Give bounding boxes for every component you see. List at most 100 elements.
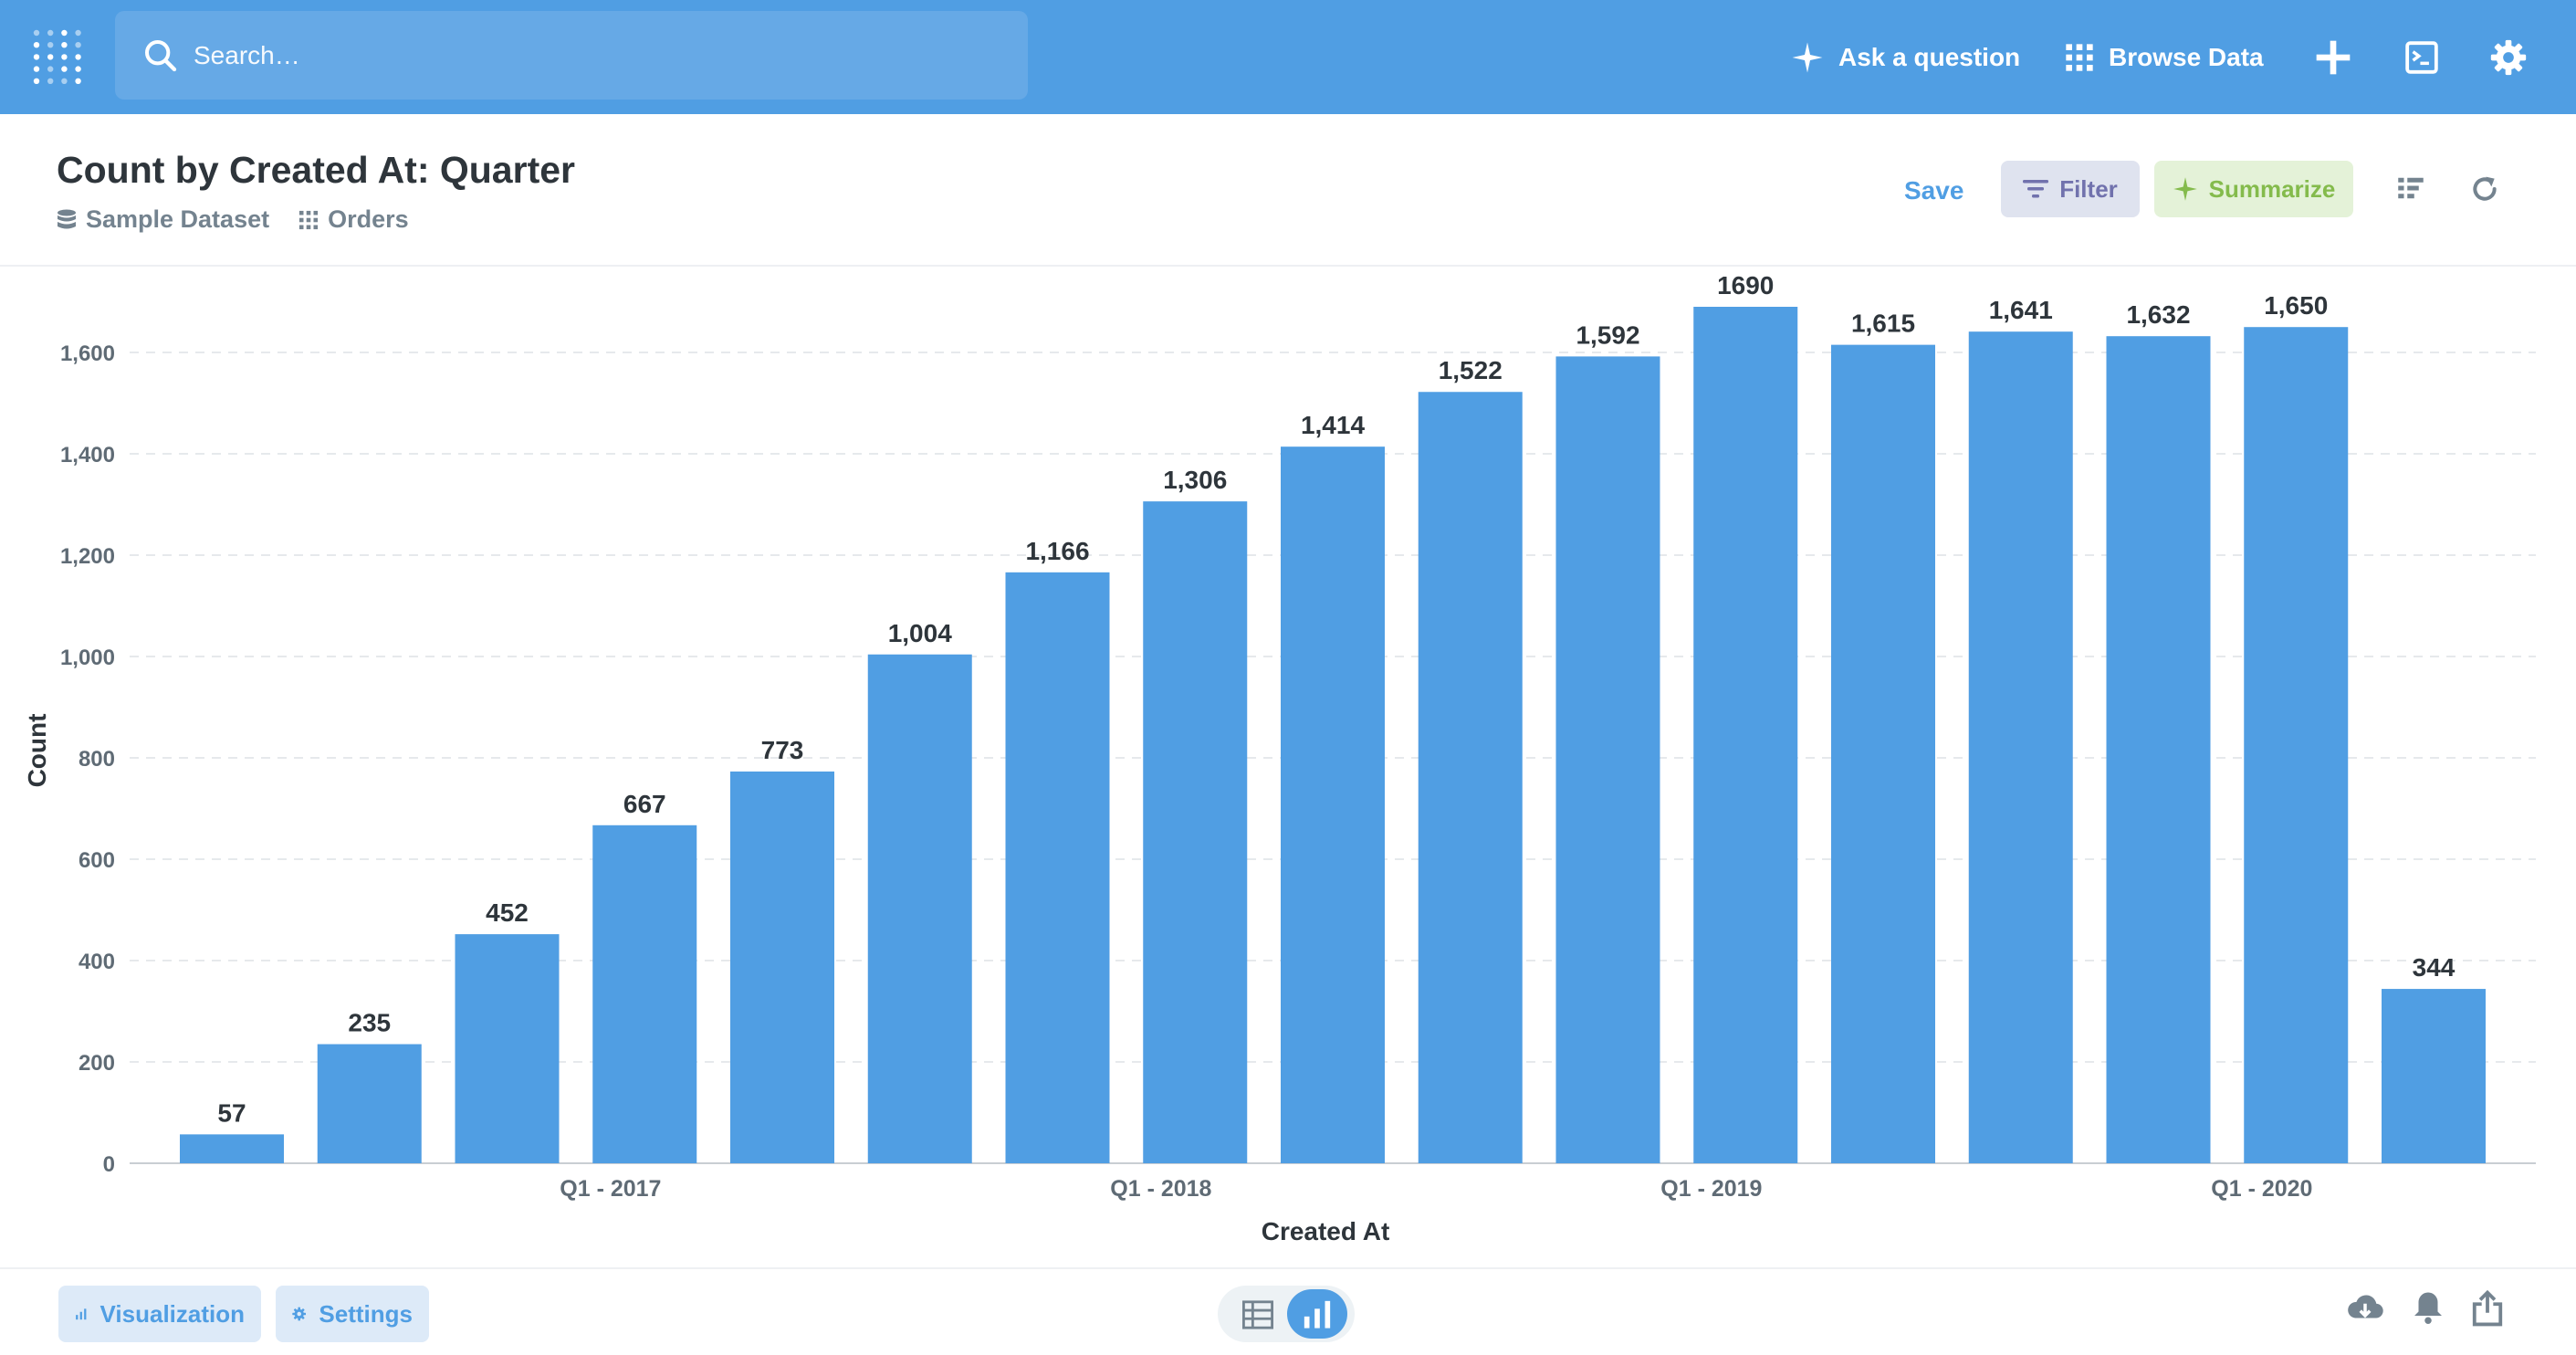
y-tick-label: 200: [79, 1051, 115, 1076]
bar: [1968, 331, 2073, 1164]
terminal-icon: [2405, 40, 2438, 74]
metabase-logo-icon[interactable]: [31, 27, 84, 86]
bar: [730, 771, 834, 1163]
y-tick-label: 1,200: [60, 544, 115, 569]
bar: [180, 1134, 284, 1163]
y-tick-label: 800: [79, 747, 115, 772]
y-tick-label: 1,400: [60, 443, 115, 467]
data-label: 1,522: [1439, 356, 1503, 384]
breadcrumb-table-label: Orders: [328, 205, 409, 233]
y-tick-label: 1,600: [60, 341, 115, 366]
browse-data-button[interactable]: Browse Data: [2065, 0, 2264, 114]
data-label: 1,650: [2264, 291, 2328, 320]
save-button[interactable]: Save: [1904, 176, 1964, 205]
browse-data-label: Browse Data: [2109, 42, 2264, 71]
ask-question-label: Ask a question: [1838, 42, 2021, 71]
refresh-icon[interactable]: [2470, 174, 2499, 204]
search-bar[interactable]: Search…: [115, 11, 1028, 100]
bar: [2244, 327, 2349, 1163]
visualization-button[interactable]: Visualization: [58, 1286, 261, 1342]
x-tick-label: Q1 - 2019: [1660, 1176, 1762, 1202]
chart-canvas: 0 200 400 600 800 1,000 1,200 1,400 1,600 57 235 45…: [23, 271, 2536, 1245]
breadcrumb-table[interactable]: Orders: [298, 205, 409, 234]
bar: [592, 825, 697, 1163]
notebook-editor-icon[interactable]: [2397, 174, 2424, 202]
summarize-button[interactable]: Summarize: [2154, 161, 2353, 217]
page-title[interactable]: Count by Created At: Quarter: [57, 149, 575, 191]
summarize-label: Summarize: [2208, 174, 2336, 203]
table-view-toggle[interactable]: [1238, 1295, 1278, 1335]
bar-chart-icon: [76, 1308, 87, 1320]
bar: [2382, 989, 2486, 1163]
data-label: 57: [217, 1098, 246, 1127]
breadcrumb-database-label: Sample Dataset: [86, 205, 270, 233]
footer-bar: Visualization Settings: [0, 1267, 2576, 1355]
filter-label: Filter: [2059, 174, 2118, 203]
data-label: 1,414: [1301, 411, 1365, 439]
breadcrumb-database[interactable]: Sample Dataset: [57, 205, 269, 234]
data-label: 667: [623, 790, 666, 818]
data-label: 1,004: [888, 619, 952, 647]
x-tick-label: Q1 - 2018: [1110, 1176, 1211, 1202]
database-icon: [58, 209, 76, 228]
x-tick-label: Q1 - 2017: [560, 1176, 661, 1202]
sparkle-icon: [1792, 42, 1823, 72]
y-tick-label: 600: [79, 848, 115, 873]
data-label: 1690: [1717, 271, 1774, 299]
x-tick-label: Q1 - 2020: [2211, 1176, 2312, 1202]
bar: [1693, 307, 1798, 1163]
bar: [867, 654, 972, 1163]
question-header: Count by Created At: Quarter Sample Data…: [0, 114, 2576, 267]
bar: [1555, 356, 1660, 1163]
sql-editor-button[interactable]: [2404, 0, 2454, 114]
bar: [2106, 336, 2211, 1163]
bar: [455, 934, 560, 1163]
sparkle-icon: [2173, 177, 2197, 201]
data-label: 1,592: [1576, 320, 1639, 349]
download-icon[interactable]: [2346, 1289, 2384, 1328]
gear-icon: [2490, 39, 2527, 75]
settings-label: Settings: [319, 1299, 413, 1328]
search-icon: [145, 39, 177, 71]
share-icon[interactable]: [2470, 1289, 2505, 1328]
settings-button[interactable]: [2490, 0, 2541, 114]
y-tick-label: 1,000: [60, 646, 115, 670]
data-label: 1,632: [2126, 300, 2190, 329]
bar: [1418, 392, 1523, 1163]
data-label: 1,641: [1989, 296, 2053, 324]
y-axis-title: Count: [23, 714, 51, 788]
table-grid-icon: [299, 210, 319, 229]
y-tick-label: 0: [103, 1152, 115, 1177]
bar: [1831, 344, 1935, 1164]
chart-settings-button[interactable]: Settings: [276, 1286, 429, 1342]
bar: [317, 1044, 422, 1163]
y-tick-label: 400: [79, 950, 115, 974]
bar: [1281, 446, 1385, 1163]
data-label: 344: [2413, 953, 2456, 982]
ask-question-button[interactable]: Ask a question: [1791, 0, 2020, 114]
chart-view-toggle[interactable]: [1287, 1289, 1347, 1339]
visualization-label: Visualization: [99, 1299, 245, 1328]
data-label: 452: [486, 898, 529, 927]
bar-chart: 0 200 400 600 800 1,000 1,200 1,400 1,600 57 235 45…: [0, 265, 2576, 1267]
data-label: 773: [761, 736, 804, 764]
data-label: 1,615: [1851, 310, 1915, 338]
table-icon: [1242, 1300, 1273, 1329]
data-label: 235: [348, 1009, 391, 1037]
bell-icon[interactable]: [2412, 1289, 2445, 1326]
view-toggle: [1218, 1286, 1355, 1342]
data-label: 1,166: [1025, 537, 1089, 565]
bar: [1005, 572, 1110, 1163]
data-label: 1,306: [1163, 466, 1227, 494]
search-placeholder: Search…: [194, 40, 300, 69]
breadcrumb: Sample Dataset Orders: [57, 205, 438, 234]
gear-icon: [292, 1307, 307, 1321]
x-axis-title: Created At: [1262, 1217, 1390, 1245]
bar: [1143, 501, 1248, 1163]
filter-button[interactable]: Filter: [2001, 161, 2140, 217]
new-button[interactable]: [2315, 0, 2366, 114]
top-nav: Search… Ask a question Browse Data: [0, 0, 2576, 114]
filter-icon: [2023, 180, 2049, 198]
grid-icon: [2066, 43, 2093, 71]
plus-icon: [2316, 40, 2351, 74]
